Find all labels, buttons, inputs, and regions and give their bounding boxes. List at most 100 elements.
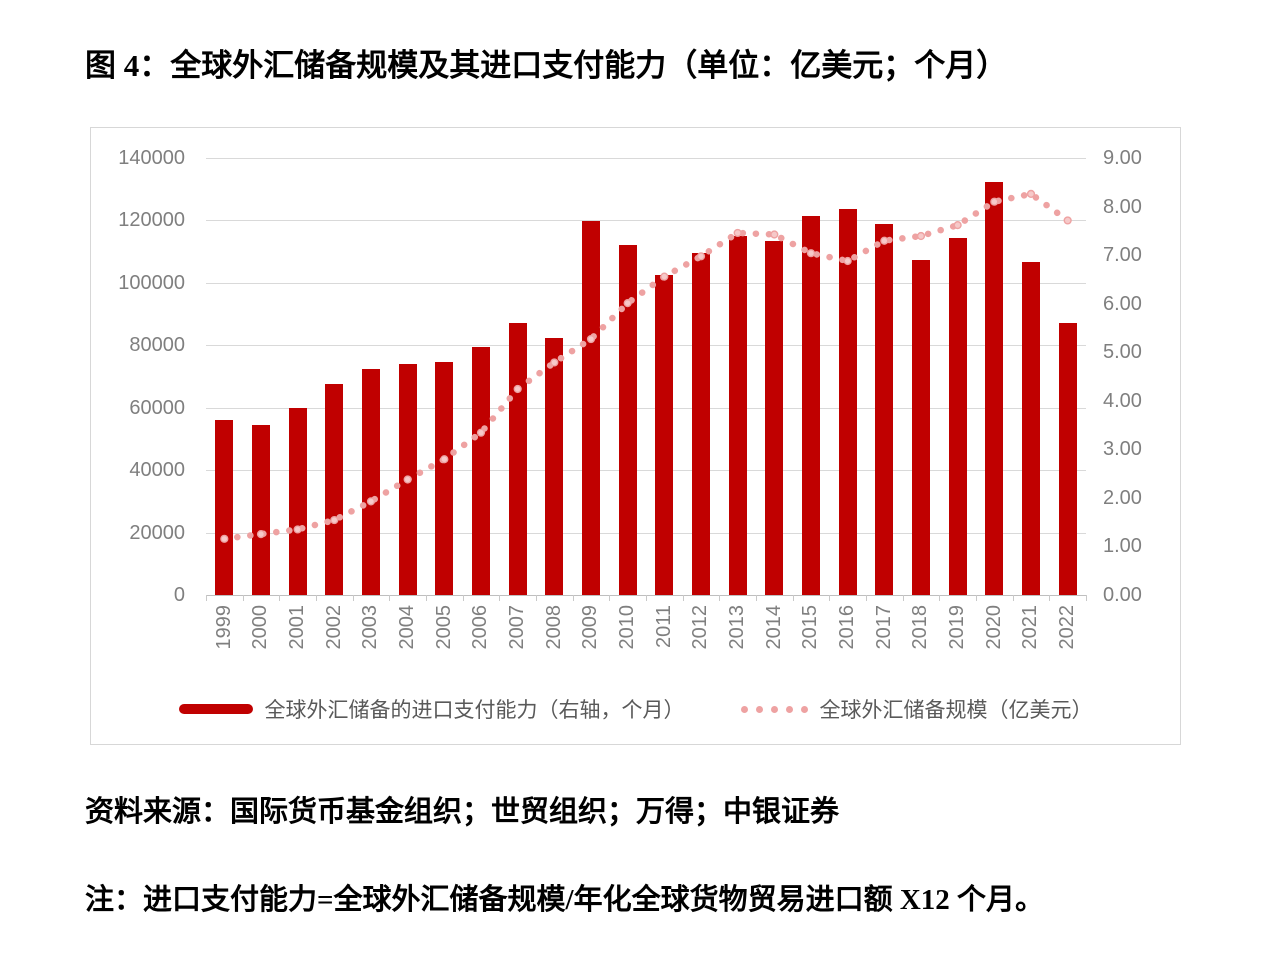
x-axis-label-2006: 2006 (469, 605, 492, 650)
right-axis-tick-label: 8.00 (1103, 195, 1142, 218)
left-axis-tick-label: 60000 (129, 396, 185, 419)
footnote: 注：进口支付能力=全球外汇储备规模/年化全球货物贸易进口额 X12 个月。 (85, 884, 1045, 916)
bar-2003 (362, 369, 380, 595)
gridline (206, 220, 1086, 222)
x-axis-label-2011: 2011 (652, 605, 675, 649)
x-axis-label-2021: 2021 (1019, 605, 1042, 650)
x-axis-label-1999: 1999 (212, 605, 235, 650)
data-point-2022 (1063, 216, 1072, 225)
x-axis-label-2009: 2009 (579, 605, 602, 650)
bar-1999 (215, 420, 234, 595)
right-axis-tick-label: 9.00 (1103, 147, 1142, 169)
x-axis-tick (682, 595, 684, 601)
data-point-2004 (403, 475, 412, 484)
bar-2005 (435, 361, 454, 595)
bar-2013 (728, 235, 747, 595)
left-axis-tick-label: 80000 (129, 334, 185, 357)
left-axis-tick-label: 140000 (118, 147, 185, 169)
bar-2006 (472, 347, 490, 595)
data-point-1999 (220, 534, 229, 543)
x-axis-tick (1086, 595, 1087, 601)
bar-2011 (655, 274, 674, 595)
x-axis-tick (756, 595, 757, 601)
x-axis-label-2012: 2012 (689, 605, 712, 650)
right-axis-tick-label: 5.00 (1103, 341, 1142, 364)
chart-panel: 0 20000 40000 60000 80000 100000 120000 140000 … (90, 127, 1181, 745)
x-axis-label-2020: 2020 (982, 605, 1005, 650)
bar-series-swatch-icon (178, 704, 253, 714)
x-axis-label-2001: 2001 (286, 605, 309, 650)
x-axis-tick (976, 595, 977, 601)
bar-2016 (838, 208, 857, 595)
data-point-2018 (916, 231, 926, 241)
x-axis-label-2002: 2002 (322, 605, 345, 650)
bar-2007 (508, 323, 527, 595)
data-point-2008 (550, 358, 559, 367)
dotted-line-swatch-icon (740, 705, 808, 713)
dotted-line-layer (220, 189, 1072, 543)
legend-label: 全球外汇储备规模（亿美元） (819, 699, 1093, 722)
x-axis-label-2014: 2014 (762, 605, 785, 650)
bar-2020 (985, 182, 1004, 595)
bar-2009 (582, 221, 600, 595)
left-axis-tick-label: 20000 (129, 521, 185, 544)
left-axis-tick-label: 100000 (118, 271, 185, 294)
data-point-2020 (990, 197, 999, 206)
x-axis-tick (939, 595, 941, 601)
x-axis-tick (792, 595, 794, 601)
right-axis-tick-label: 4.00 (1103, 389, 1142, 412)
x-axis-label-2015: 2015 (799, 605, 822, 650)
bar-2017 (875, 223, 894, 595)
gridline (206, 282, 1086, 284)
data-point-2009 (586, 334, 596, 344)
plot-area (206, 158, 1087, 601)
x-axis-label-2004: 2004 (396, 605, 419, 650)
legend-item-import-cover: 全球外汇储备的进口支付能力（右轴，个月） (178, 694, 685, 724)
x-axis-label-2017: 2017 (872, 605, 895, 650)
right-axis-tick-label: 7.00 (1103, 244, 1142, 267)
bar-2000 (252, 425, 270, 595)
data-point-2001 (293, 525, 302, 534)
data-point-2011 (660, 272, 669, 281)
x-axis-tick (646, 595, 647, 601)
source-note: 资料来源：国际货币基金组织；世贸组织；万得；中银证券 (85, 796, 840, 828)
left-axis-tick-label: 120000 (118, 209, 185, 232)
bar-2018 (912, 259, 930, 595)
x-axis-tick (426, 595, 427, 601)
x-axis-tick (829, 595, 831, 601)
x-axis-label-2018: 2018 (909, 605, 932, 650)
data-point-2000 (256, 530, 266, 539)
data-point-2002 (330, 515, 339, 525)
data-point-2006 (476, 428, 486, 437)
data-point-2012 (696, 252, 706, 261)
bar-2021 (1022, 262, 1040, 595)
data-point-2013 (733, 228, 742, 238)
chart-legend: 全球外汇储备的进口支付能力（右轴，个月） 全球外汇储备规模（亿美元） (91, 694, 1180, 724)
data-point-2015 (806, 249, 816, 258)
x-axis-label-2000: 2000 (249, 605, 272, 650)
x-axis-label-2003: 2003 (359, 605, 382, 650)
x-axis-tick (206, 595, 207, 601)
x-axis-tick (242, 595, 244, 601)
data-point-2019 (953, 221, 962, 230)
x-axis-tick (279, 595, 281, 601)
bar-2001 (288, 408, 307, 595)
right-axis-tick-label: 2.00 (1103, 486, 1142, 509)
x-axis-label-2019: 2019 (946, 605, 969, 650)
x-axis-label-2007: 2007 (506, 605, 529, 650)
x-axis-label-2022: 2022 (1056, 605, 1079, 650)
right-axis: 0.00 1.00 2.00 3.00 4.00 5.00 6.00 7.00 8.00 9.00 (1103, 148, 1173, 605)
data-point-2021 (1026, 189, 1036, 198)
gridline (206, 158, 1086, 159)
right-axis-tick-label: 3.00 (1103, 438, 1142, 461)
x-axis-tick (719, 595, 721, 601)
bar-2002 (325, 383, 344, 595)
right-axis-tick-label: 1.00 (1103, 535, 1142, 558)
left-axis-tick-label: 0 (173, 584, 185, 606)
x-axis-label-2013: 2013 (726, 605, 749, 650)
left-axis-tick-label: 40000 (129, 459, 185, 482)
data-point-2014 (770, 230, 779, 239)
right-axis-tick-label: 0.00 (1103, 584, 1142, 606)
x-axis-label-2016: 2016 (836, 605, 859, 650)
